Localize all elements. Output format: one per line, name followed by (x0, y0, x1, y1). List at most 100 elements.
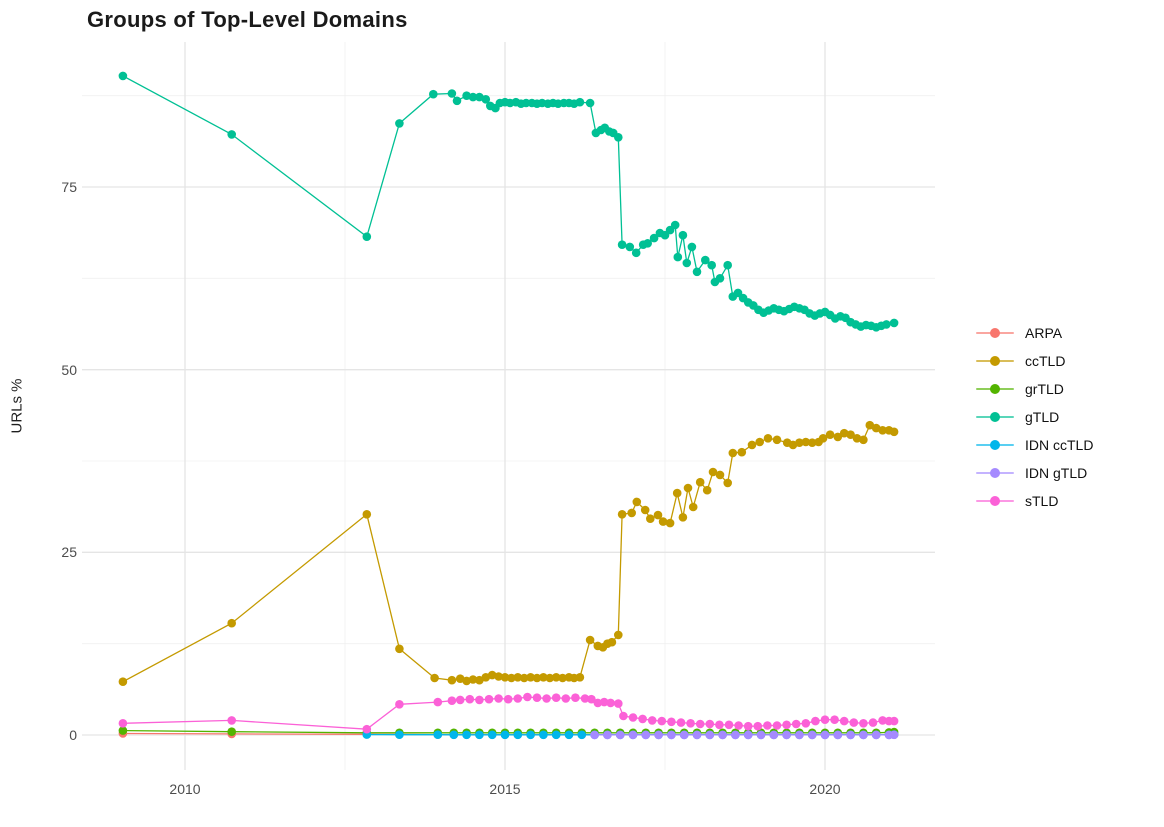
series-idn-gtld (590, 730, 899, 740)
y-tick-label: 50 (61, 361, 77, 378)
data-point (702, 485, 712, 495)
data-point (889, 318, 899, 328)
data-point (839, 716, 849, 726)
data-point (571, 693, 580, 702)
data-point (865, 420, 875, 430)
data-point (526, 673, 535, 682)
data-point (657, 716, 667, 726)
legend-item-arpa: ARPA (976, 319, 1093, 347)
legend-item-stld: sTLD (976, 487, 1093, 515)
legend-label: IDN gTLD (1025, 465, 1088, 481)
data-point (362, 724, 372, 734)
legend-key-icon (976, 327, 1014, 339)
data-point (667, 730, 676, 740)
series-gtld (118, 71, 899, 332)
data-point (607, 637, 617, 647)
legend-item-grtld: grTLD (976, 375, 1093, 403)
data-point (577, 730, 587, 740)
data-point (433, 730, 443, 739)
data-point (772, 435, 782, 445)
data-point (447, 696, 457, 705)
data-point (526, 730, 535, 740)
data-point (678, 230, 688, 240)
data-point (753, 721, 763, 731)
data-point (769, 730, 779, 740)
data-point (795, 730, 804, 740)
data-point (718, 730, 727, 740)
data-point (830, 715, 839, 724)
data-point (395, 730, 404, 739)
data-point (118, 71, 128, 81)
data-point (654, 730, 663, 740)
data-point (395, 119, 404, 128)
data-point (625, 242, 635, 252)
data-point (640, 505, 650, 515)
data-point (734, 721, 743, 730)
data-point (695, 719, 705, 729)
data-point (755, 437, 764, 447)
series-cctld (118, 420, 899, 686)
data-point (447, 89, 457, 98)
data-point (593, 698, 603, 708)
data-point (756, 730, 766, 740)
data-point (708, 467, 718, 477)
data-point (723, 260, 732, 270)
data-point (558, 673, 567, 683)
data-point (686, 719, 695, 728)
data-point (227, 130, 236, 139)
data-point (643, 239, 652, 248)
data-point (737, 447, 747, 457)
data-point (430, 673, 439, 683)
data-point (519, 673, 529, 683)
data-point (561, 694, 571, 703)
data-point (658, 517, 668, 526)
data-point (551, 693, 561, 702)
data-point (743, 730, 753, 740)
data-point (791, 719, 801, 729)
data-point (452, 96, 462, 106)
data-point (820, 715, 830, 724)
data-point (462, 91, 471, 100)
data-point (728, 448, 738, 458)
data-point (532, 693, 542, 702)
data-point (575, 673, 585, 682)
data-point (227, 727, 236, 736)
data-point (846, 430, 855, 440)
data-point (705, 730, 715, 740)
x-tick-label: 2015 (489, 781, 521, 797)
data-point (747, 440, 757, 450)
data-point (513, 730, 523, 740)
data-point (545, 673, 555, 683)
data-point (649, 233, 659, 243)
y-tick-label: 75 (61, 178, 77, 195)
data-point (603, 730, 612, 740)
data-point (631, 248, 641, 258)
data-point (647, 716, 657, 725)
legend-item-gtld: gTLD (976, 403, 1093, 431)
data-point (688, 502, 698, 512)
data-point (782, 730, 791, 740)
data-point (715, 470, 725, 480)
data-point (731, 730, 740, 740)
data-point (532, 673, 542, 683)
data-point (807, 730, 817, 740)
y-tick-label: 25 (61, 544, 77, 561)
data-point (575, 97, 585, 107)
data-point (782, 720, 791, 730)
data-point (487, 670, 497, 680)
legend-key-icon (976, 439, 1014, 451)
data-point (859, 730, 868, 740)
legend-label: gTLD (1025, 409, 1060, 425)
data-point (628, 730, 638, 740)
legend-key-icon (976, 467, 1014, 479)
data-point (507, 673, 516, 683)
data-point (667, 717, 676, 727)
data-point (614, 630, 623, 640)
data-point (475, 695, 484, 705)
data-point (846, 730, 855, 740)
data-point (551, 673, 561, 682)
data-point (500, 673, 510, 682)
legend-label: ARPA (1025, 325, 1063, 341)
series-stld (118, 692, 899, 734)
data-point (481, 95, 491, 104)
